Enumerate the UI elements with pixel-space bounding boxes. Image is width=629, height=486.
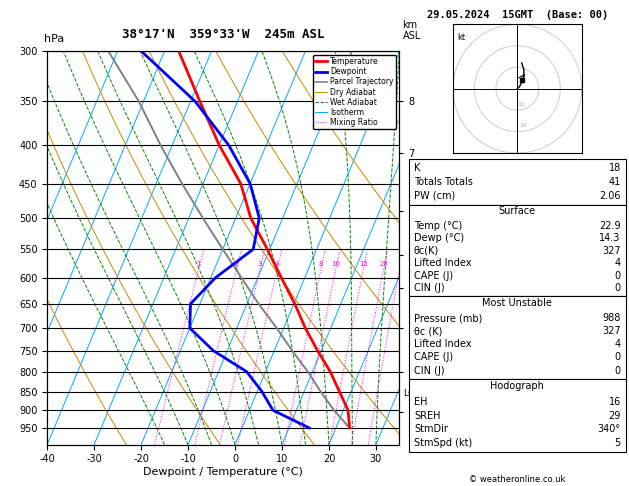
Text: kt: kt bbox=[457, 33, 465, 42]
Text: 41: 41 bbox=[609, 177, 621, 187]
Text: 29.05.2024  15GMT  (Base: 00): 29.05.2024 15GMT (Base: 00) bbox=[426, 10, 608, 20]
Text: 18: 18 bbox=[609, 163, 621, 173]
Text: CAPE (J): CAPE (J) bbox=[414, 352, 453, 363]
Text: 20: 20 bbox=[379, 261, 388, 267]
Legend: Temperature, Dewpoint, Parcel Trajectory, Dry Adiabat, Wet Adiabat, Isotherm, Mi: Temperature, Dewpoint, Parcel Trajectory… bbox=[313, 55, 396, 129]
Text: LCL: LCL bbox=[404, 389, 420, 398]
Text: StmSpd (kt): StmSpd (kt) bbox=[414, 438, 472, 448]
Text: 4: 4 bbox=[615, 258, 621, 268]
Text: Surface: Surface bbox=[499, 206, 536, 216]
Text: 20: 20 bbox=[520, 123, 528, 128]
Text: Temp (°C): Temp (°C) bbox=[414, 221, 462, 231]
Text: EH: EH bbox=[414, 397, 427, 407]
Text: 22.9: 22.9 bbox=[599, 221, 621, 231]
Text: 16: 16 bbox=[609, 397, 621, 407]
Text: Pressure (mb): Pressure (mb) bbox=[414, 313, 482, 323]
Text: 5: 5 bbox=[615, 438, 621, 448]
Text: 29: 29 bbox=[608, 411, 621, 420]
Text: 10: 10 bbox=[331, 261, 340, 267]
Text: 15: 15 bbox=[359, 261, 368, 267]
Text: θᴄ (K): θᴄ (K) bbox=[414, 326, 442, 336]
Text: θᴄ(K): θᴄ(K) bbox=[414, 246, 439, 256]
Text: Lifted Index: Lifted Index bbox=[414, 258, 471, 268]
Text: 0: 0 bbox=[615, 271, 621, 281]
Text: 340°: 340° bbox=[598, 424, 621, 434]
Text: 988: 988 bbox=[603, 313, 621, 323]
Text: 327: 327 bbox=[602, 246, 621, 256]
Text: 4: 4 bbox=[615, 339, 621, 349]
Text: Lifted Index: Lifted Index bbox=[414, 339, 471, 349]
Text: 10: 10 bbox=[518, 102, 525, 107]
Text: PW (cm): PW (cm) bbox=[414, 191, 455, 201]
Text: Hodograph: Hodograph bbox=[491, 381, 544, 391]
Text: 2.06: 2.06 bbox=[599, 191, 621, 201]
Text: Most Unstable: Most Unstable bbox=[482, 298, 552, 308]
Text: 0: 0 bbox=[615, 352, 621, 363]
Text: CIN (J): CIN (J) bbox=[414, 365, 445, 376]
Text: K: K bbox=[414, 163, 420, 173]
Text: SREH: SREH bbox=[414, 411, 440, 420]
Text: 38°17'N  359°33'W  245m ASL: 38°17'N 359°33'W 245m ASL bbox=[122, 28, 325, 41]
Text: 8: 8 bbox=[319, 261, 323, 267]
Text: 4: 4 bbox=[275, 261, 279, 267]
Text: 2: 2 bbox=[235, 261, 239, 267]
Text: Dewp (°C): Dewp (°C) bbox=[414, 233, 464, 243]
Text: km
ASL: km ASL bbox=[403, 20, 421, 41]
Text: hPa: hPa bbox=[44, 34, 64, 44]
Text: 0: 0 bbox=[615, 365, 621, 376]
Text: Mixing Ratio (g/kg): Mixing Ratio (g/kg) bbox=[430, 205, 438, 291]
Text: 3: 3 bbox=[258, 261, 262, 267]
Text: StmDir: StmDir bbox=[414, 424, 448, 434]
Text: 1: 1 bbox=[196, 261, 201, 267]
Text: 327: 327 bbox=[602, 326, 621, 336]
Text: CAPE (J): CAPE (J) bbox=[414, 271, 453, 281]
Text: © weatheronline.co.uk: © weatheronline.co.uk bbox=[469, 474, 565, 484]
Text: 14.3: 14.3 bbox=[599, 233, 621, 243]
X-axis label: Dewpoint / Temperature (°C): Dewpoint / Temperature (°C) bbox=[143, 467, 303, 477]
Text: Totals Totals: Totals Totals bbox=[414, 177, 473, 187]
Text: 0: 0 bbox=[615, 283, 621, 294]
Text: CIN (J): CIN (J) bbox=[414, 283, 445, 294]
